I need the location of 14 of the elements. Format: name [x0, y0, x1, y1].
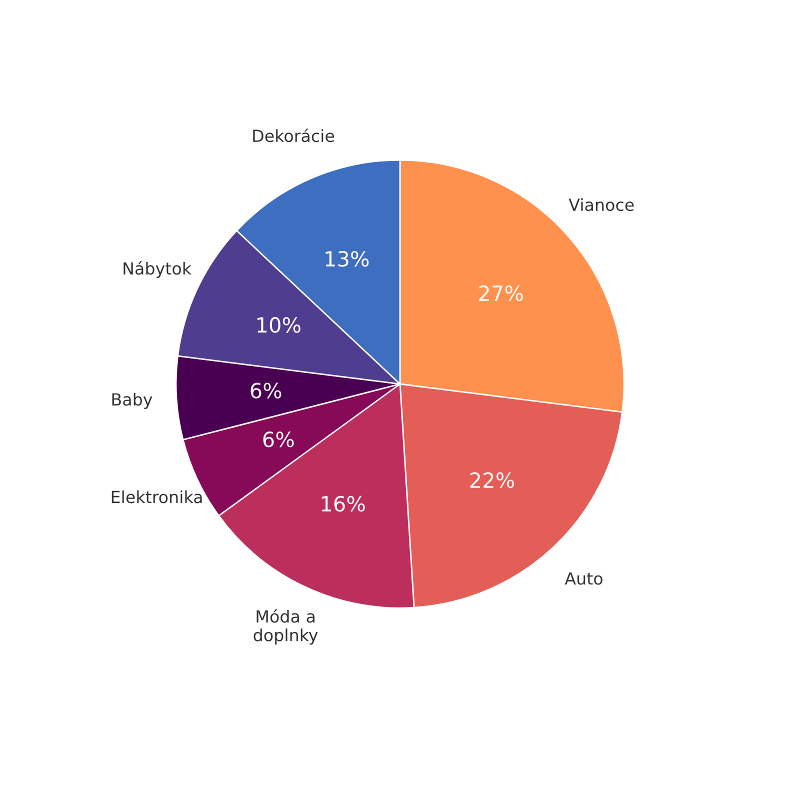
data-label: 27% — [479, 285, 523, 302]
data-label: 16% — [322, 496, 365, 512]
slice-label: Elektronika — [112, 490, 202, 504]
slice-label: Nábytok — [124, 261, 192, 278]
slice-label: Vianoce — [568, 198, 634, 212]
data-label: 22% — [470, 472, 514, 488]
data-label: 6% — [263, 432, 294, 448]
slice-label: Auto — [564, 572, 602, 585]
slice-label: Dekorácie — [253, 128, 334, 142]
slice-label: Móda a doplnky — [254, 609, 318, 645]
data-label: 6% — [250, 382, 282, 398]
data-label: 13% — [326, 250, 369, 267]
slice-label: Baby — [112, 392, 152, 409]
data-label: 10% — [258, 317, 300, 333]
